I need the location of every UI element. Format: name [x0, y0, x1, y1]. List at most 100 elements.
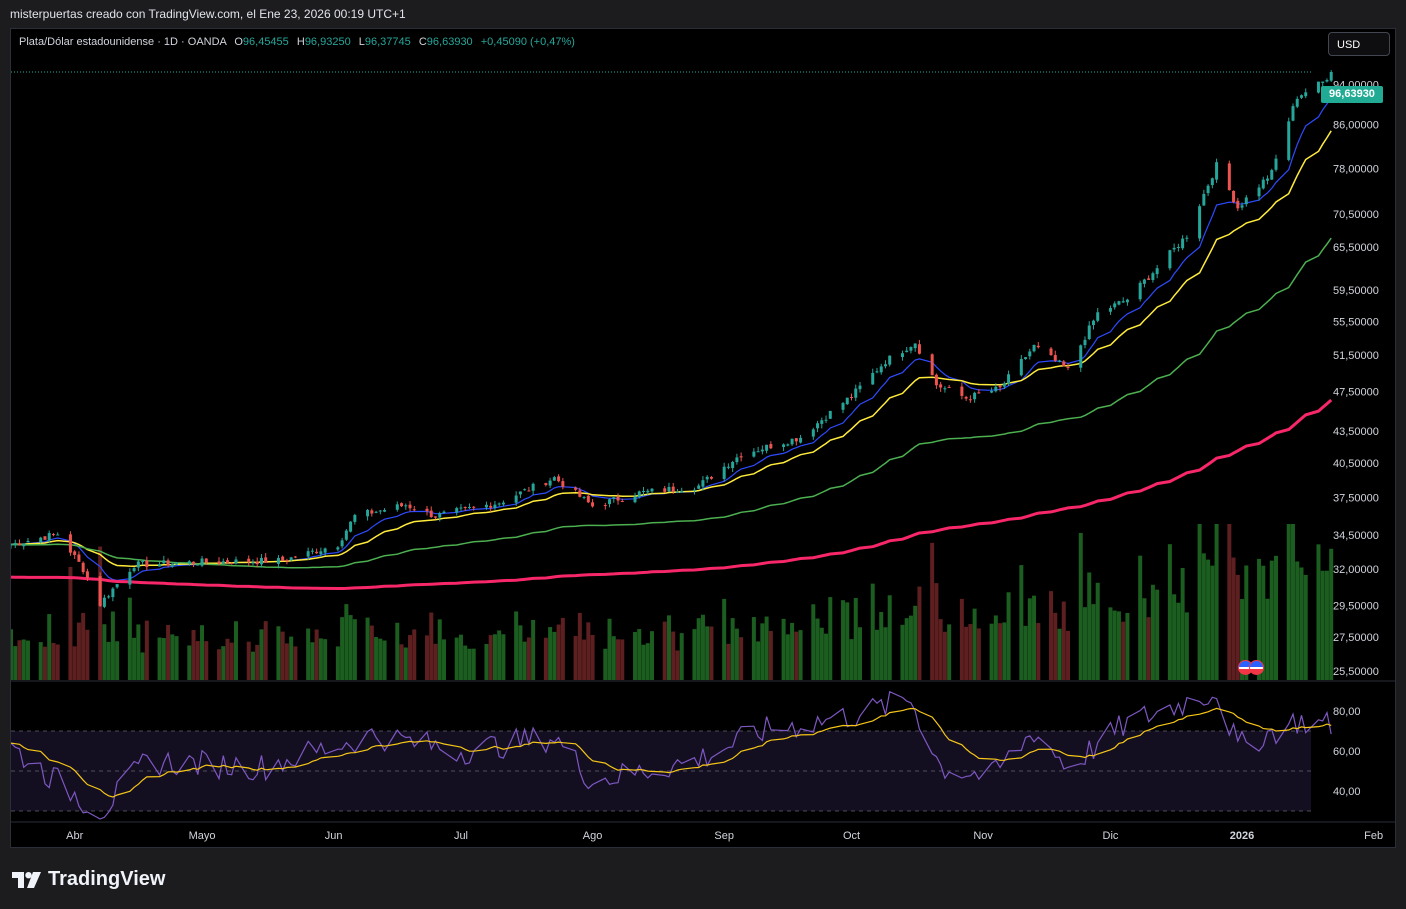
candle-body — [158, 564, 162, 567]
candle-body — [247, 558, 251, 563]
candle-body — [13, 542, 17, 546]
volume-bar — [874, 629, 879, 680]
candle-body — [782, 444, 786, 448]
volume-bar — [692, 629, 697, 680]
chart-canvas[interactable]: 102,0000094,0000086,0000078,0000070,5000… — [11, 29, 1395, 847]
volume-bar — [739, 637, 744, 680]
price-axis-tick: 70,50000 — [1333, 209, 1379, 221]
volume-bar — [709, 626, 714, 680]
candle-body — [264, 557, 268, 563]
volume-bar — [1210, 565, 1215, 680]
candle-body — [883, 364, 887, 367]
candle-body — [527, 490, 531, 492]
time-axis-tick: 2026 — [1230, 830, 1254, 842]
volume-bar — [934, 583, 939, 680]
volume-bar — [441, 639, 446, 680]
candle-body — [828, 410, 832, 419]
candle-body — [739, 456, 743, 458]
candle-body — [934, 374, 938, 386]
volume-bar — [1274, 555, 1279, 680]
volume-bar — [845, 602, 850, 680]
candle-body — [786, 444, 790, 446]
volume-bar — [1002, 622, 1007, 680]
candle-body — [905, 350, 909, 353]
candle-body — [111, 588, 115, 598]
last-price-label: 96,63930 — [1321, 86, 1383, 103]
volume-bar — [972, 608, 977, 680]
candle-body — [43, 536, 47, 540]
high-value: 96,93250 — [304, 36, 351, 48]
volume-bar — [764, 616, 769, 680]
volume-bar — [942, 631, 947, 680]
candle-body — [1206, 185, 1210, 194]
volume-bar — [195, 641, 200, 680]
candle-body — [960, 386, 964, 396]
volume-bar — [1023, 625, 1028, 680]
candle-body — [680, 490, 684, 493]
candle-body — [964, 396, 968, 399]
volume-bar — [964, 626, 969, 680]
volume-bar — [233, 621, 238, 680]
volume-bar — [144, 620, 149, 680]
chart-frame[interactable]: 102,0000094,0000086,0000078,0000070,5000… — [10, 28, 1396, 848]
candle-body — [107, 596, 111, 598]
candle-body — [1147, 278, 1151, 280]
volume-bar — [306, 628, 311, 680]
candle-body — [820, 420, 824, 424]
volume-bar — [365, 617, 370, 680]
candle-body — [204, 558, 208, 563]
volume-bar — [794, 631, 799, 680]
volume-bar — [323, 639, 328, 680]
volume-bar — [318, 638, 323, 680]
volume-bar — [374, 637, 379, 680]
candle-body — [667, 486, 671, 492]
currency-button[interactable]: USD — [1328, 32, 1390, 56]
candle-body — [438, 513, 442, 518]
volume-bar — [603, 648, 608, 680]
volume-bar — [887, 595, 892, 680]
volume-bar — [51, 642, 56, 680]
volume-bar — [250, 651, 255, 680]
candle-body — [760, 449, 764, 452]
volume-bar — [900, 624, 905, 680]
volume-bar — [849, 639, 854, 680]
candle-body — [102, 597, 106, 607]
candle-body — [990, 390, 994, 393]
candle-body — [1049, 348, 1053, 356]
volume-bar — [730, 618, 735, 680]
volume-bar — [395, 622, 400, 680]
candle-body — [1270, 170, 1274, 180]
candle-body — [531, 483, 535, 491]
candle-body — [136, 561, 140, 568]
us-flag-icon[interactable] — [1249, 660, 1264, 675]
candle-body — [663, 488, 667, 492]
candle-body — [794, 438, 798, 442]
volume-bar — [344, 604, 349, 680]
candle-body — [408, 504, 412, 509]
candle-body — [293, 556, 297, 558]
candle-body — [1316, 81, 1320, 93]
volume-bar — [437, 619, 442, 680]
volume-bar — [798, 630, 803, 680]
candle-body — [939, 384, 943, 388]
volume-bar — [917, 586, 922, 680]
candle-body — [1125, 299, 1129, 303]
candle-body — [145, 560, 149, 568]
volume-bar — [824, 633, 829, 680]
volume-bar — [705, 626, 710, 680]
price-axis-tick: 32,00000 — [1333, 564, 1379, 576]
volume-bar — [853, 597, 858, 680]
candle-body — [544, 483, 548, 486]
volume-bar — [582, 639, 587, 680]
time-axis-tick: Ago — [583, 830, 603, 842]
volume-bar — [514, 611, 519, 680]
tradingview-logo[interactable]: TradingView — [12, 868, 165, 891]
candle-body — [51, 534, 55, 536]
volume-bar — [284, 643, 289, 680]
volume-bar — [870, 583, 875, 680]
volume-bar — [246, 641, 251, 680]
candle-body — [383, 509, 387, 512]
candle-body — [170, 563, 174, 567]
volume-bar — [42, 646, 47, 680]
volume-bar — [1146, 617, 1151, 680]
